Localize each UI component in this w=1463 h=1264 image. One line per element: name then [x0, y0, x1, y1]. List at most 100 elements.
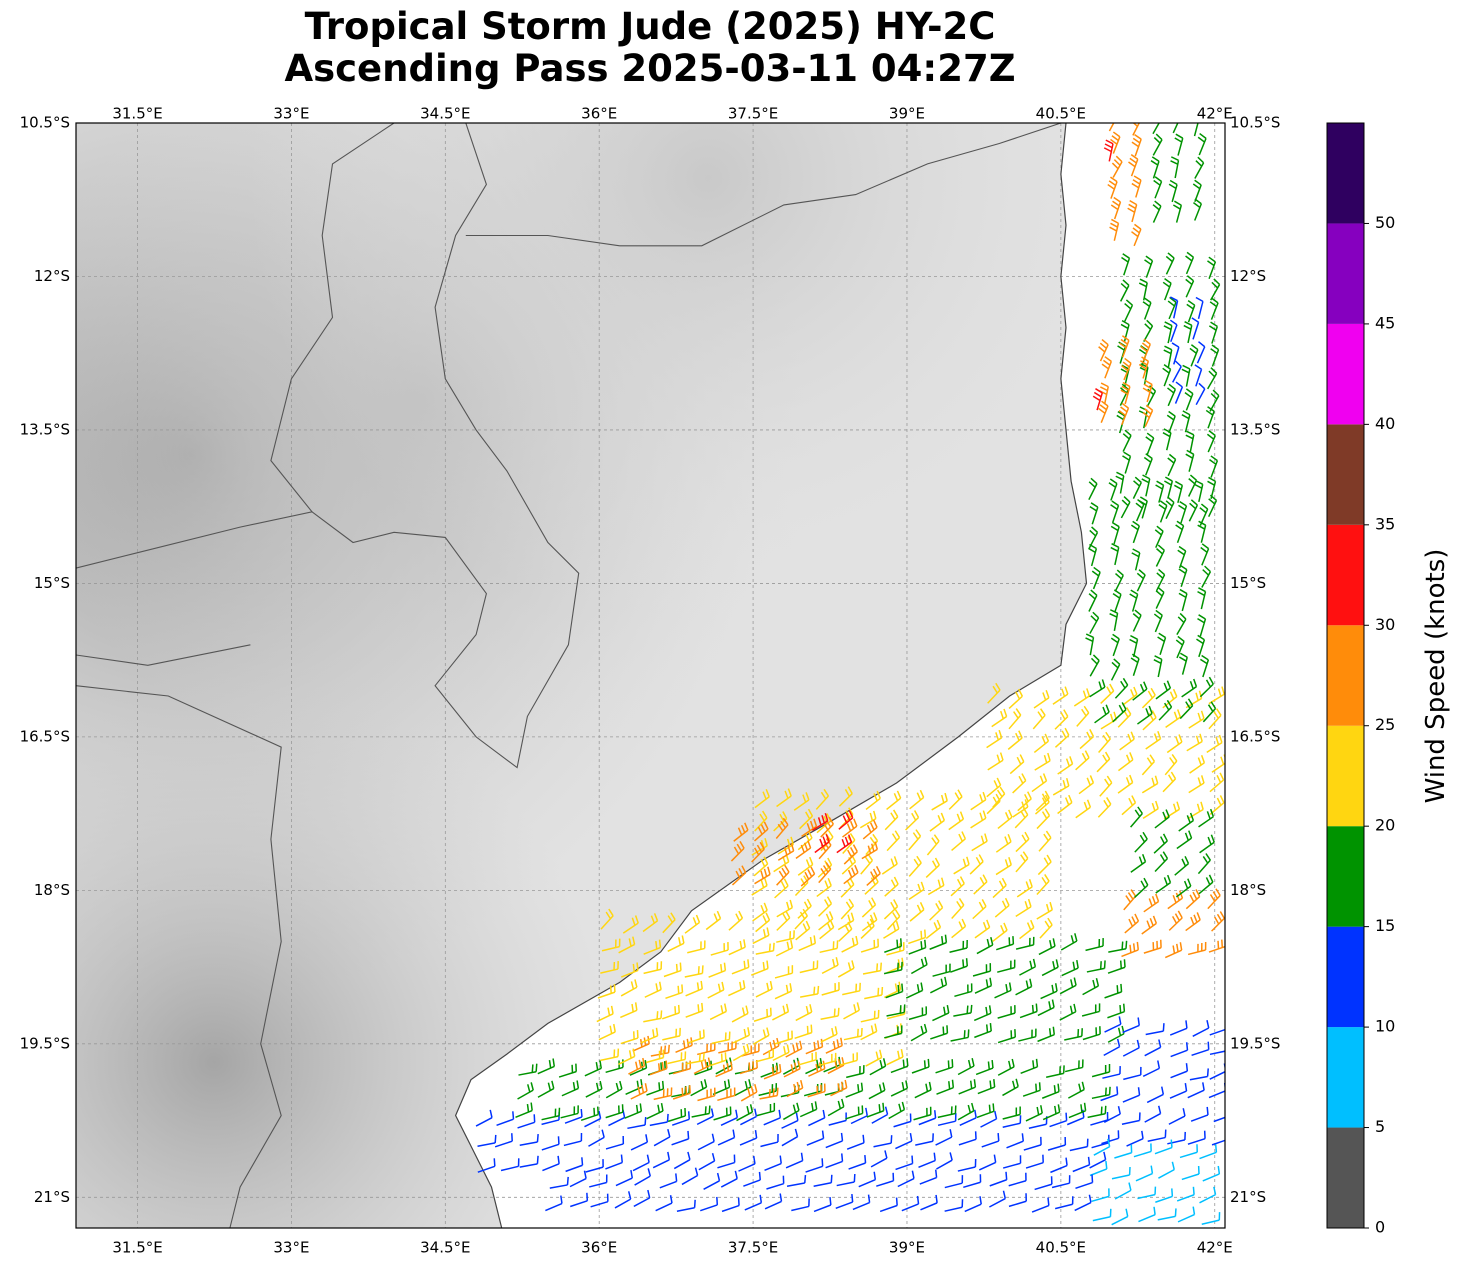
wind-barb [755, 942, 775, 955]
wind-barb [1101, 1130, 1120, 1145]
wind-barb [643, 961, 663, 975]
wind-barb [950, 1029, 970, 1042]
wind-barb [1206, 430, 1216, 453]
wind-barb [720, 1109, 739, 1127]
wind-barb [1194, 156, 1205, 179]
wind-barb [1181, 410, 1191, 433]
wind-barb [1192, 1020, 1210, 1037]
wind-barb [752, 902, 768, 922]
wind-barb [1131, 223, 1142, 247]
wind-barb [1185, 889, 1201, 910]
wind-barb [1187, 801, 1204, 820]
colorbar-tick-label: 10 [1375, 1017, 1395, 1036]
wind-barb [1132, 123, 1141, 136]
wind-barb [1163, 801, 1181, 820]
wind-barb [791, 1198, 810, 1212]
wind-barb [883, 961, 903, 975]
wind-barb [843, 1002, 861, 1020]
wind-barb [936, 1152, 953, 1170]
wind-barb [992, 922, 1008, 942]
wind-barb [806, 1130, 825, 1146]
wind-barb [755, 912, 771, 933]
wind-barb [991, 708, 1008, 728]
wind-barb [1122, 1039, 1140, 1057]
wind-barb [1199, 1144, 1218, 1160]
wind-barb [696, 1108, 714, 1126]
wind-barb [1211, 911, 1225, 932]
wind-barbs [475, 123, 1225, 1226]
colorbar-tick-label: 15 [1375, 916, 1395, 935]
wind-barb [819, 919, 835, 940]
wind-barb [930, 1025, 949, 1040]
wind-barb [733, 822, 749, 842]
wind-barb [1117, 774, 1134, 794]
wind-barb [793, 792, 810, 811]
wind-barb [707, 981, 725, 999]
wind-barb [1093, 1138, 1111, 1156]
wind-barb [1143, 893, 1160, 913]
wind-barb [713, 1106, 732, 1121]
wind-barb [958, 1079, 977, 1095]
ocean-fill [455, 123, 1225, 1228]
wind-barb [720, 1170, 738, 1188]
wind-barb [1189, 1068, 1209, 1081]
wind-barb [1009, 754, 1025, 775]
wind-barb [908, 881, 925, 901]
wind-barb [1032, 708, 1046, 730]
wind-barb [890, 1080, 909, 1097]
wind-barb [920, 1194, 938, 1211]
wind-barb [711, 1031, 731, 1045]
wind-barb [744, 1194, 763, 1211]
wind-barb [715, 1061, 733, 1078]
chart-title-line1: Tropical Storm Jude (2025) HY-2C [304, 5, 996, 48]
wind-barb [1190, 1106, 1209, 1122]
wind-barb [884, 876, 899, 897]
wind-barb [1081, 1003, 1101, 1017]
map-frame [75, 122, 1226, 1229]
wind-barb [1100, 1086, 1119, 1102]
wind-barb [909, 789, 925, 810]
wind-barb [1052, 686, 1069, 705]
wind-barb [1089, 502, 1099, 525]
wind-barb [865, 1049, 883, 1067]
wind-barb [1034, 752, 1051, 771]
colorbar-bin [1327, 524, 1364, 626]
wind-barb [818, 896, 833, 917]
wind-barb [925, 919, 942, 940]
wind-barb [860, 1023, 878, 1041]
wind-barb [628, 1057, 646, 1075]
wind-barb [869, 1058, 887, 1076]
wind-barb [1031, 773, 1048, 793]
wind-barb [1178, 652, 1188, 675]
wind-barb [1194, 364, 1203, 387]
wind-barb [957, 1058, 975, 1076]
wind-barb [1153, 176, 1163, 199]
wind-barb [519, 1134, 539, 1146]
colorbar-label: Wind Speed (knots) [1421, 549, 1451, 804]
wind-barb [835, 1193, 854, 1209]
wind-barb [1112, 702, 1127, 723]
wind-barb [762, 1037, 780, 1056]
tick-label-lon-bottom: 34.5°E [420, 1239, 470, 1257]
wind-barb [1119, 731, 1135, 751]
wind-barb [1092, 1208, 1112, 1222]
wind-barb [585, 1080, 603, 1098]
tick-label-lon-bottom: 33°E [273, 1239, 309, 1257]
wind-barb [673, 1151, 691, 1170]
wind-barb [805, 1158, 824, 1173]
wind-barb [494, 1133, 513, 1148]
wind-barb [580, 1106, 599, 1122]
wind-barb [1057, 756, 1074, 775]
wind-barb [1036, 808, 1051, 830]
wind-barb [1143, 319, 1154, 343]
wind-barb [782, 1102, 800, 1121]
wind-barb [708, 962, 727, 978]
wind-barb [1103, 1106, 1121, 1123]
wind-barb [868, 1082, 886, 1100]
wind-barb [671, 1130, 690, 1146]
wind-barb [800, 985, 820, 998]
map-area [76, 123, 1225, 1228]
colorbar-bin [1327, 1127, 1364, 1228]
wind-barb [1110, 196, 1122, 220]
wind-barb [818, 1052, 837, 1067]
